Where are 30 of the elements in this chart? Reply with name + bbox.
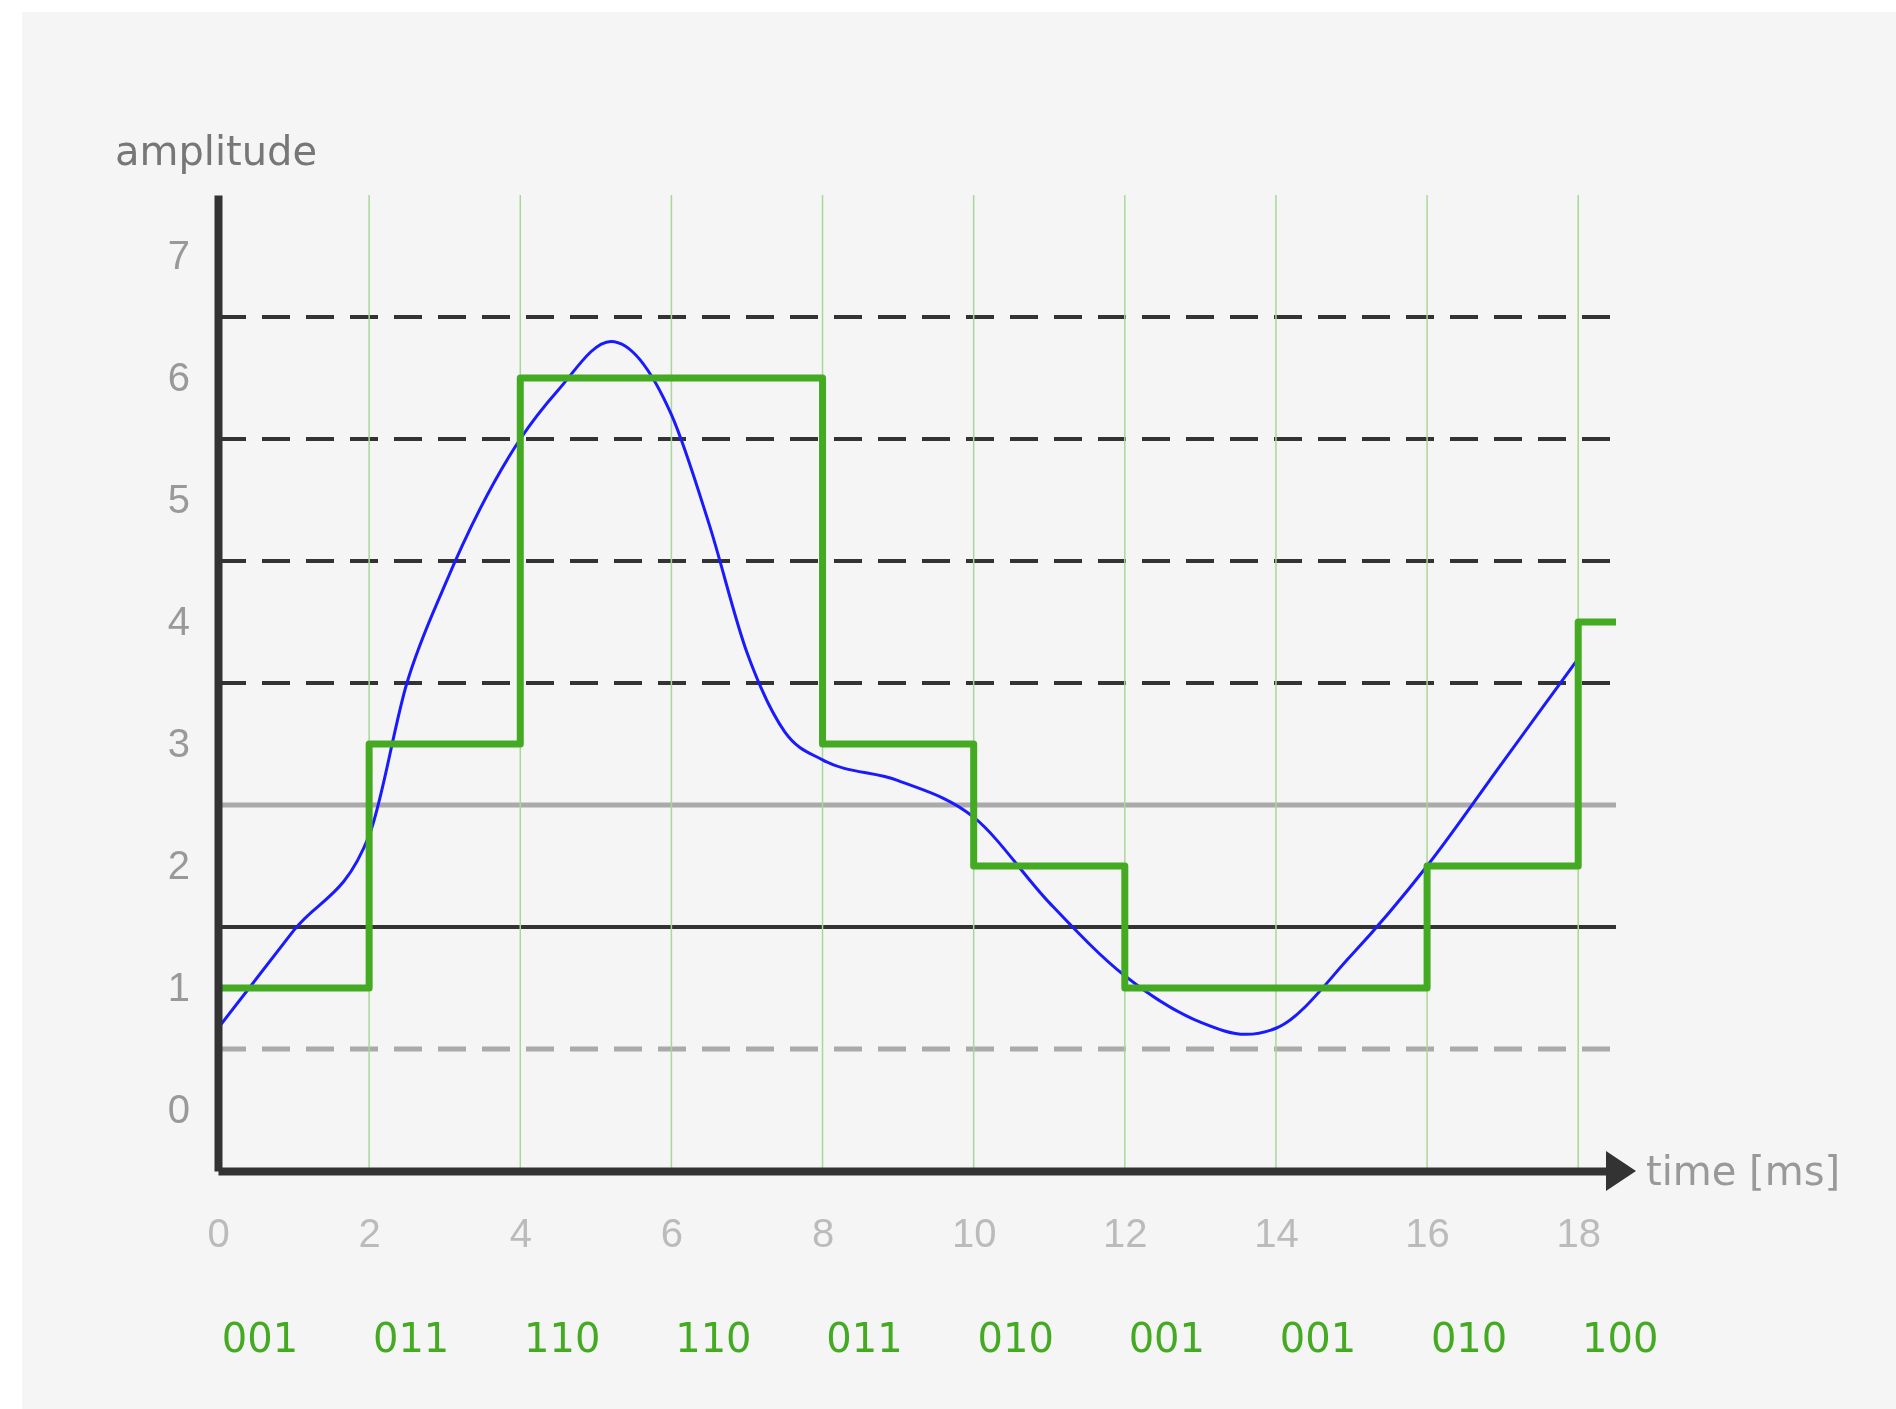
x-axis-title: time [ms] [1646,1148,1841,1194]
text: 001 [1279,1315,1357,1361]
y-tick-label: 3 [167,721,190,766]
text: 110 [675,1315,752,1361]
y-tick-label: 6 [167,355,190,400]
x-tick-label: 14 [1254,1211,1299,1256]
text: 010 [1430,1315,1508,1361]
x-tick-label: 8 [811,1211,835,1256]
y-tick-label: 0 [167,1087,190,1132]
text: 001 [221,1315,299,1361]
y-axis-title: amplitude [114,128,318,174]
text: 010 [977,1315,1054,1361]
x-tick-label: 6 [660,1211,684,1256]
text: 011 [826,1315,903,1361]
x-tick-label: 4 [509,1211,532,1256]
x-tick-label: 16 [1405,1211,1450,1256]
y-tick-label: 5 [167,477,190,522]
y-tick-label: 2 [167,843,190,888]
x-tick-label: 12 [1103,1211,1148,1256]
text: 110 [524,1315,601,1361]
x-tick-label: 0 [207,1211,230,1256]
y-tick-label: 1 [167,965,190,1010]
x-tick-label: 2 [358,1211,381,1256]
text: 011 [372,1315,450,1361]
x-tick-label: 10 [951,1211,997,1256]
x-tick-label: 18 [1556,1211,1601,1256]
y-tick-label: 4 [167,599,190,644]
y-tick-label: 7 [167,233,190,278]
text: 001 [1128,1315,1205,1361]
text: 100 [1582,1315,1659,1361]
